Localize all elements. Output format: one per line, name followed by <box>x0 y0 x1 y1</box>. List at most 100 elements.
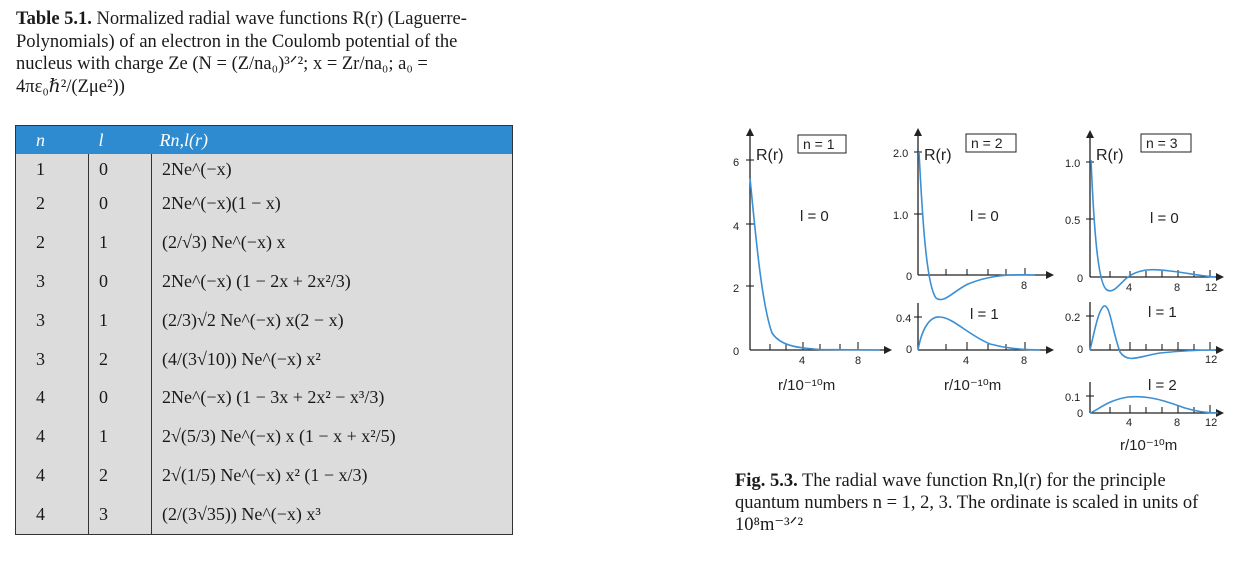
n1-ytick-2: 2 <box>733 283 739 295</box>
cell-n: 3 <box>15 339 89 379</box>
n3-l0-label: l = 0 <box>1150 210 1179 227</box>
n1-label-box <box>797 134 847 154</box>
cell-rnl: 2Ne^(−x)(1 − x) <box>151 184 513 223</box>
n3-l0-ytick-1: 1.0 <box>1065 158 1080 170</box>
cell-n: 4 <box>15 378 89 418</box>
n2-l0-ytick-0: 0 <box>906 271 912 283</box>
header-l: l <box>88 125 152 154</box>
cell-l: 1 <box>88 222 152 262</box>
n1-xtick-8: 8 <box>855 355 861 367</box>
figure-caption-label: Fig. 5.3. <box>735 471 798 491</box>
n2-l1-ytick-04: 0.4 <box>896 313 911 325</box>
n1-ylabel: R(r) <box>756 147 784 164</box>
n2-l0-curve <box>918 151 1036 301</box>
n3-l1-curve <box>1089 305 1216 360</box>
n2-l0-ytick-1: 1.0 <box>893 210 908 222</box>
cell-l: 0 <box>88 184 152 223</box>
cell-n: 2 <box>15 222 89 262</box>
cell-l: 0 <box>88 378 152 418</box>
cell-rnl: (2/(3√35)) Ne^(−x) x³ <box>151 495 513 535</box>
n2-xlabel: r/10⁻¹⁰m <box>944 377 1001 394</box>
table-row: 2 1 (2/√3) Ne^(−x) x <box>15 222 513 262</box>
panel-n2: 2.0 1.0 0 8 R(r) n = 2 l = 0 0.4 0 4 8 l… <box>893 128 1054 394</box>
cell-n: 4 <box>15 495 89 535</box>
n3-l1-ytick-0: 0 <box>1077 344 1083 356</box>
table-caption: Table 5.1. Normalized radial wave functi… <box>16 8 516 98</box>
table-row: 1 0 2Ne^(−x) <box>15 154 513 184</box>
radial-wave-table: n l Rn,l(r) 1 0 2Ne^(−x) 2 0 2Ne^(−x)(1 − x)… <box>15 125 513 536</box>
table-row: 2 0 2Ne^(−x)(1 − x) <box>15 184 513 223</box>
n3-l2-label: l = 2 <box>1148 377 1177 394</box>
n3-l1-ytick-02: 0.2 <box>1065 312 1080 324</box>
n3-l0-ytick-0: 0 <box>1077 273 1083 285</box>
n1-ytick-6: 6 <box>733 157 739 169</box>
cell-n: 2 <box>15 184 89 223</box>
cell-l: 0 <box>88 154 152 184</box>
table-header-row: n l Rn,l(r) <box>15 125 513 154</box>
table-caption-text: Normalized radial wave functions R(r) (L… <box>16 9 467 97</box>
cell-rnl: 2Ne^(−x) (1 − 2x + 2x²/3) <box>151 261 513 301</box>
n3-l0-xtick-4: 4 <box>1126 282 1132 294</box>
n3-l1-label: l = 1 <box>1148 304 1177 321</box>
n3-l2-ytick-01: 0.1 <box>1065 392 1080 404</box>
cell-n: 1 <box>15 154 89 184</box>
n3-xlabel: r/10⁻¹⁰m <box>1120 437 1177 454</box>
n2-l1-ytick-0: 0 <box>906 344 912 356</box>
n2-l1-xtick-4: 4 <box>963 355 969 367</box>
table-row: 4 1 2√(5/3) Ne^(−x) x (1 − x + x²/5) <box>15 417 513 457</box>
n3-l2-xtick-12: 12 <box>1205 417 1217 429</box>
n2-label-box <box>965 133 1017 153</box>
cell-n: 4 <box>15 456 89 496</box>
table-row: 3 2 (4/(3√10)) Ne^(−x) x² <box>15 339 513 379</box>
figure-caption: Fig. 5.3. The radial wave function Rn,l(… <box>735 470 1235 536</box>
n3-l2-xtick-4: 4 <box>1126 417 1132 429</box>
header-n: n <box>15 125 89 154</box>
n1-ytick-4: 4 <box>733 221 739 233</box>
header-rnl: Rn,l(r) <box>151 125 513 154</box>
n2-l1-curve <box>917 316 1041 351</box>
n3-l0-xtick-8: 8 <box>1174 282 1180 294</box>
n3-l0-ytick-05: 0.5 <box>1065 215 1080 227</box>
cell-rnl: (4/(3√10)) Ne^(−x) x² <box>151 339 513 379</box>
cell-l: 2 <box>88 456 152 496</box>
cell-l: 3 <box>88 495 152 535</box>
cell-rnl: (2/√3) Ne^(−x) x <box>151 222 513 262</box>
table-row: 4 0 2Ne^(−x) (1 − 3x + 2x² − x³/3) <box>15 378 513 418</box>
n1-ytick-0: 0 <box>733 346 739 358</box>
cell-l: 1 <box>88 417 152 457</box>
cell-n: 4 <box>15 417 89 457</box>
n3-ylabel: R(r) <box>1096 147 1124 164</box>
n1-l0-label: l = 0 <box>800 208 829 225</box>
n2-l1-label: l = 1 <box>970 306 999 323</box>
cell-n: 3 <box>15 300 89 340</box>
cell-l: 2 <box>88 339 152 379</box>
n3-label-box <box>1140 133 1192 153</box>
n3-l2-ytick-0: 0 <box>1077 408 1083 420</box>
table-row: 4 3 (2/(3√35)) Ne^(−x) x³ <box>15 495 513 535</box>
n1-label: n = 1 <box>803 136 835 152</box>
cell-rnl: 2√(1/5) Ne^(−x) x² (1 − x/3) <box>151 456 513 496</box>
figure-caption-text: The radial wave function Rn,l(r) for the… <box>735 471 1199 535</box>
n2-label: n = 2 <box>971 135 1003 151</box>
n1-xlabel: r/10⁻¹⁰m <box>778 377 835 394</box>
n2-l1-xtick-8: 8 <box>1021 355 1027 367</box>
n2-l0-xtick-8: 8 <box>1021 280 1027 292</box>
n3-l2-curve <box>1089 395 1219 414</box>
cell-rnl: 2Ne^(−x) <box>151 154 513 184</box>
cell-rnl: (2/3)√2 Ne^(−x) x(2 − x) <box>151 300 513 340</box>
n3-label: n = 3 <box>1146 135 1178 151</box>
n1-xtick-4: 4 <box>799 355 805 367</box>
table-row: 4 2 2√(1/5) Ne^(−x) x² (1 − x/3) <box>15 456 513 496</box>
n1-l0-curve <box>749 177 881 351</box>
radial-wave-figure: 6 4 2 0 4 8 R(r) n = 1 l = 0 r/10⁻¹⁰m 2.… <box>733 128 1224 454</box>
n3-l2-xtick-8: 8 <box>1174 417 1180 429</box>
table-caption-label: Table 5.1. <box>16 9 92 29</box>
cell-l: 0 <box>88 261 152 301</box>
n3-l1-xtick-12: 12 <box>1205 354 1217 366</box>
n2-l0-ytick-2: 2.0 <box>893 148 908 160</box>
n2-ylabel: R(r) <box>924 147 952 164</box>
cell-rnl: 2√(5/3) Ne^(−x) x (1 − x + x²/5) <box>151 417 513 457</box>
cell-rnl: 2Ne^(−x) (1 − 3x + 2x² − x³/3) <box>151 378 513 418</box>
n3-l0-curve <box>1090 159 1216 292</box>
panel-n3: 1.0 0.5 0 4 8 12 R(r) n = 3 l = 0 0.2 0 … <box>1065 130 1224 454</box>
